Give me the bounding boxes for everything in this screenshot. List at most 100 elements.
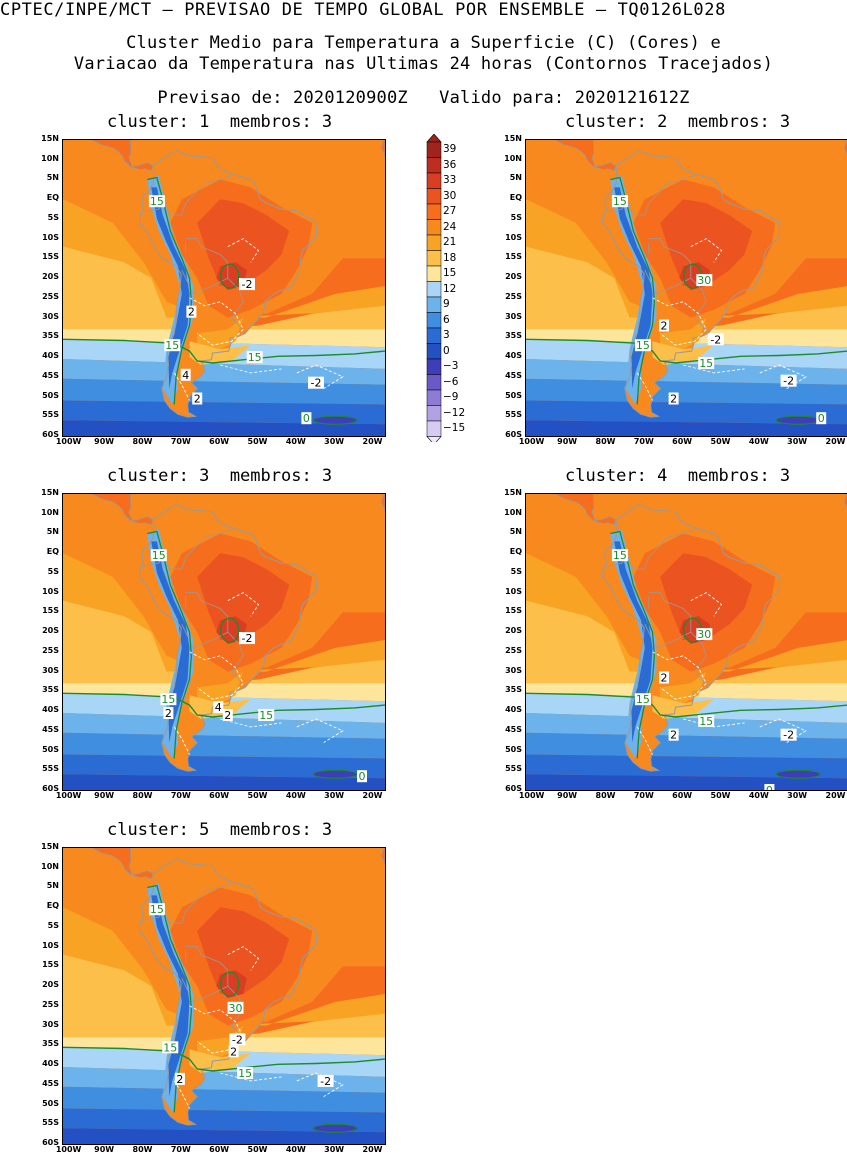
lat-tick-label: 10N: [41, 153, 59, 163]
colorbar-swatch: [426, 374, 442, 391]
lon-tick-label: 20W: [825, 437, 846, 446]
lon-tick-label: 50W: [247, 1145, 268, 1154]
lat-tick-label: 20S: [42, 272, 59, 282]
colorbar-swatch: [426, 157, 442, 174]
contour-15: [63, 1046, 385, 1072]
country-border: [170, 883, 232, 924]
field-6: [63, 1086, 385, 1113]
contour-dT: [652, 297, 707, 346]
contour-dT: [220, 364, 282, 374]
lat-tick-label: 5N: [509, 173, 522, 183]
lon-tick-label: 90W: [557, 791, 578, 800]
panel-title: cluster: 1 membros: 3: [107, 112, 333, 132]
field-30: [197, 199, 290, 286]
lon-tick-label: 80W: [132, 791, 153, 800]
lat-tick-label: 60S: [42, 1138, 59, 1147]
contour-label-text: 2: [230, 1045, 237, 1058]
lon-tick-label: 30W: [787, 791, 808, 800]
colorbar-swatch: [426, 327, 442, 344]
contour-label-text: 0: [818, 412, 825, 425]
lat-tick-label: 40S: [505, 705, 522, 715]
lat-tick-label: 5N: [46, 527, 59, 537]
contour-dT: [173, 726, 190, 755]
lon-tick-label: 70W: [170, 437, 191, 446]
lat-tick-label: 30S: [505, 665, 522, 675]
contour-label-text: 2: [670, 393, 677, 406]
field-6: [63, 378, 385, 405]
contour-0: [312, 769, 358, 779]
lat-tick-label: 20S: [505, 626, 522, 636]
contour-0: [312, 1123, 358, 1133]
lat-tick-label: 15S: [42, 252, 59, 262]
lat-tick-label: 40S: [42, 705, 59, 715]
colorbar-swatch: [426, 234, 442, 251]
field-18: [526, 600, 847, 696]
field-9: [526, 359, 847, 385]
lon-tick-label: 40W: [285, 791, 306, 800]
contour-15-andes: [610, 530, 656, 759]
lat-tick-label: 45S: [42, 370, 59, 380]
africa-coast: [843, 494, 847, 509]
contour-label: 0: [301, 412, 312, 425]
colorbar-bottom-arrow: [426, 436, 442, 442]
colorbar-swatch: [426, 343, 442, 360]
lat-tick-label: 50S: [505, 390, 522, 400]
contour-label: 2: [668, 728, 679, 742]
header-field-title: Cluster Medio para Temperatura a Superfi…: [126, 33, 721, 53]
lat-tick-label: 50S: [505, 744, 522, 754]
field-3: [526, 754, 847, 779]
lon-tick-label: 80W: [595, 791, 616, 800]
lat-tick-label: 55S: [42, 1118, 59, 1128]
header-contour-title: Variacao da Temperatura nas Ultimas 24 h…: [73, 54, 774, 74]
colorbar-swatch: [426, 265, 442, 282]
lat-tick-label: 20S: [42, 980, 59, 990]
lat-tick-label: 5N: [46, 173, 59, 183]
field-6: [526, 378, 847, 405]
lat-tick-label: 15S: [505, 252, 522, 262]
contour-label-text: -2: [783, 729, 794, 742]
colorbar-swatch: [426, 188, 442, 205]
contour-15: [526, 338, 847, 364]
field-3: [526, 400, 847, 425]
colorbar-label: 15: [443, 267, 457, 279]
cluster-map-2: 15 30 2 -2 15 15 -2 2 0: [525, 139, 847, 437]
lat-tick-label: 5S: [510, 212, 522, 222]
field-0: [63, 774, 385, 790]
colorbar-swatch: [426, 281, 442, 298]
lon-tick-label: 90W: [94, 1145, 115, 1154]
andes-cold: [151, 187, 190, 389]
colorbar-label: −6: [443, 375, 459, 388]
contour-label-text: 4: [215, 701, 222, 714]
africa-coast: [843, 140, 847, 155]
lat-tick-label: 30S: [505, 311, 522, 321]
colorbar-swatch: [426, 389, 442, 406]
colorbar-swatch: [426, 203, 442, 220]
lon-tick-label: 30W: [787, 437, 808, 446]
lon-tick-label: 40W: [748, 791, 769, 800]
contour-label: 2: [186, 305, 197, 319]
central-america: [554, 494, 617, 526]
contour-label: 15: [246, 351, 263, 364]
contour-label: -2: [239, 632, 255, 645]
contour-30: [220, 971, 240, 997]
lat-tick-label: 10S: [505, 232, 522, 242]
contour-label-text: 15: [161, 693, 175, 706]
lat-tick-label: 55S: [505, 410, 522, 420]
lat-tick-label: 10S: [42, 232, 59, 242]
lon-tick-label: 30W: [324, 791, 345, 800]
contour-label-text: -2: [320, 1075, 331, 1088]
lon-tick-label: 20W: [362, 1145, 383, 1154]
contour-label-text: -2: [242, 632, 253, 645]
field-18-south: [652, 695, 714, 719]
field-9: [526, 713, 847, 739]
field-21-south: [660, 317, 707, 354]
contour-label-text: 2: [224, 709, 231, 722]
lat-tick-label: 10S: [505, 586, 522, 596]
lat-tick-label: 15S: [42, 606, 59, 616]
contour-15: [63, 692, 385, 718]
contour-label-text: 15: [613, 195, 627, 208]
contour-label-text: -2: [242, 278, 253, 291]
coastline: [139, 150, 318, 418]
lat-tick-label: EQ: [509, 547, 522, 557]
lat-tick-label: 10S: [42, 940, 59, 950]
